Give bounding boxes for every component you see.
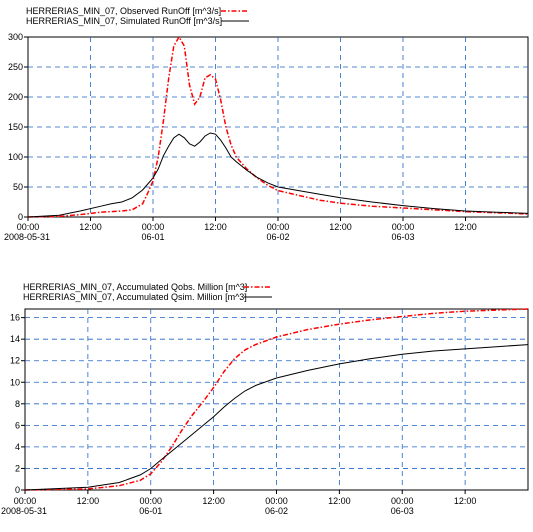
y-tick-label: 150 [8, 122, 23, 132]
y-tick-label: 10 [10, 377, 20, 387]
series-line-observed [24, 308, 529, 491]
x-tick-label: 12:00 [329, 222, 352, 232]
date-label: 06-02 [265, 506, 288, 516]
date-label: 06-02 [266, 232, 289, 242]
y-tick-label: 12 [10, 356, 20, 366]
y-tick-label: 6 [15, 420, 20, 430]
x-tick-label: 12:00 [454, 222, 477, 232]
x-tick-label: 12:00 [79, 222, 102, 232]
x-tick-label: 00:00 [265, 496, 288, 506]
x-tick-label: 00:00 [14, 496, 37, 506]
y-tick-label: 250 [8, 62, 23, 72]
x-tick-label: 12:00 [454, 496, 477, 506]
x-tick-label: 00:00 [392, 222, 415, 232]
y-tick-label: 16 [10, 313, 20, 323]
y-tick-label: 2 [15, 463, 20, 473]
legend-label: HERRERIAS_MIN_07, Observed RunOff [m^3/s… [26, 6, 221, 16]
x-tick-label: 00:00 [267, 222, 290, 232]
y-tick-label: 0 [18, 212, 23, 222]
y-tick-label: 4 [15, 442, 20, 452]
y-tick-label: 50 [13, 182, 23, 192]
x-tick-label: 12:00 [202, 496, 225, 506]
y-tick-label: 14 [10, 334, 20, 344]
x-tick-label: 12:00 [77, 496, 100, 506]
y-tick-label: 8 [15, 399, 20, 409]
y-tick-label: 200 [8, 92, 23, 102]
y-tick-label: 300 [8, 32, 23, 42]
legend-label: HERRERIAS_MIN_07, Simulated RunOff [m^3/… [26, 16, 222, 26]
chart-2: 00:00 12:00 00:00 12:00 00:00 12:00 00:00 12:00… [1, 282, 529, 516]
legend-label: HERRERIAS_MIN_07, Accumulated Qobs. Mill… [23, 282, 247, 292]
x-tick-label: 00:00 [139, 496, 162, 506]
y-tick-label: 0 [15, 485, 20, 495]
series-line-observed [27, 35, 529, 218]
legend-label: HERRERIAS_MIN_07, Accumulated Qsim. Mill… [23, 292, 247, 302]
chart-1: 00:00 12:00 00:00 12:00 00:00 12:00 00:00 12:00… [4, 6, 529, 242]
x-tick-label: 12:00 [204, 222, 227, 232]
date-label: 06-01 [139, 506, 162, 516]
date-label: 06-01 [141, 232, 164, 242]
date-label: 2008-05-31 [4, 232, 50, 242]
date-label: 06-03 [391, 232, 414, 242]
y-tick-label: 100 [8, 152, 23, 162]
x-tick-label: 12:00 [328, 496, 351, 506]
x-tick-label: 00:00 [142, 222, 165, 232]
date-label: 06-03 [391, 506, 414, 516]
x-tick-label: 00:00 [17, 222, 40, 232]
date-label: 2008-05-31 [1, 506, 47, 516]
x-tick-label: 00:00 [391, 496, 414, 506]
series-line-simulated [24, 344, 529, 491]
series-line-simulated [27, 132, 529, 218]
